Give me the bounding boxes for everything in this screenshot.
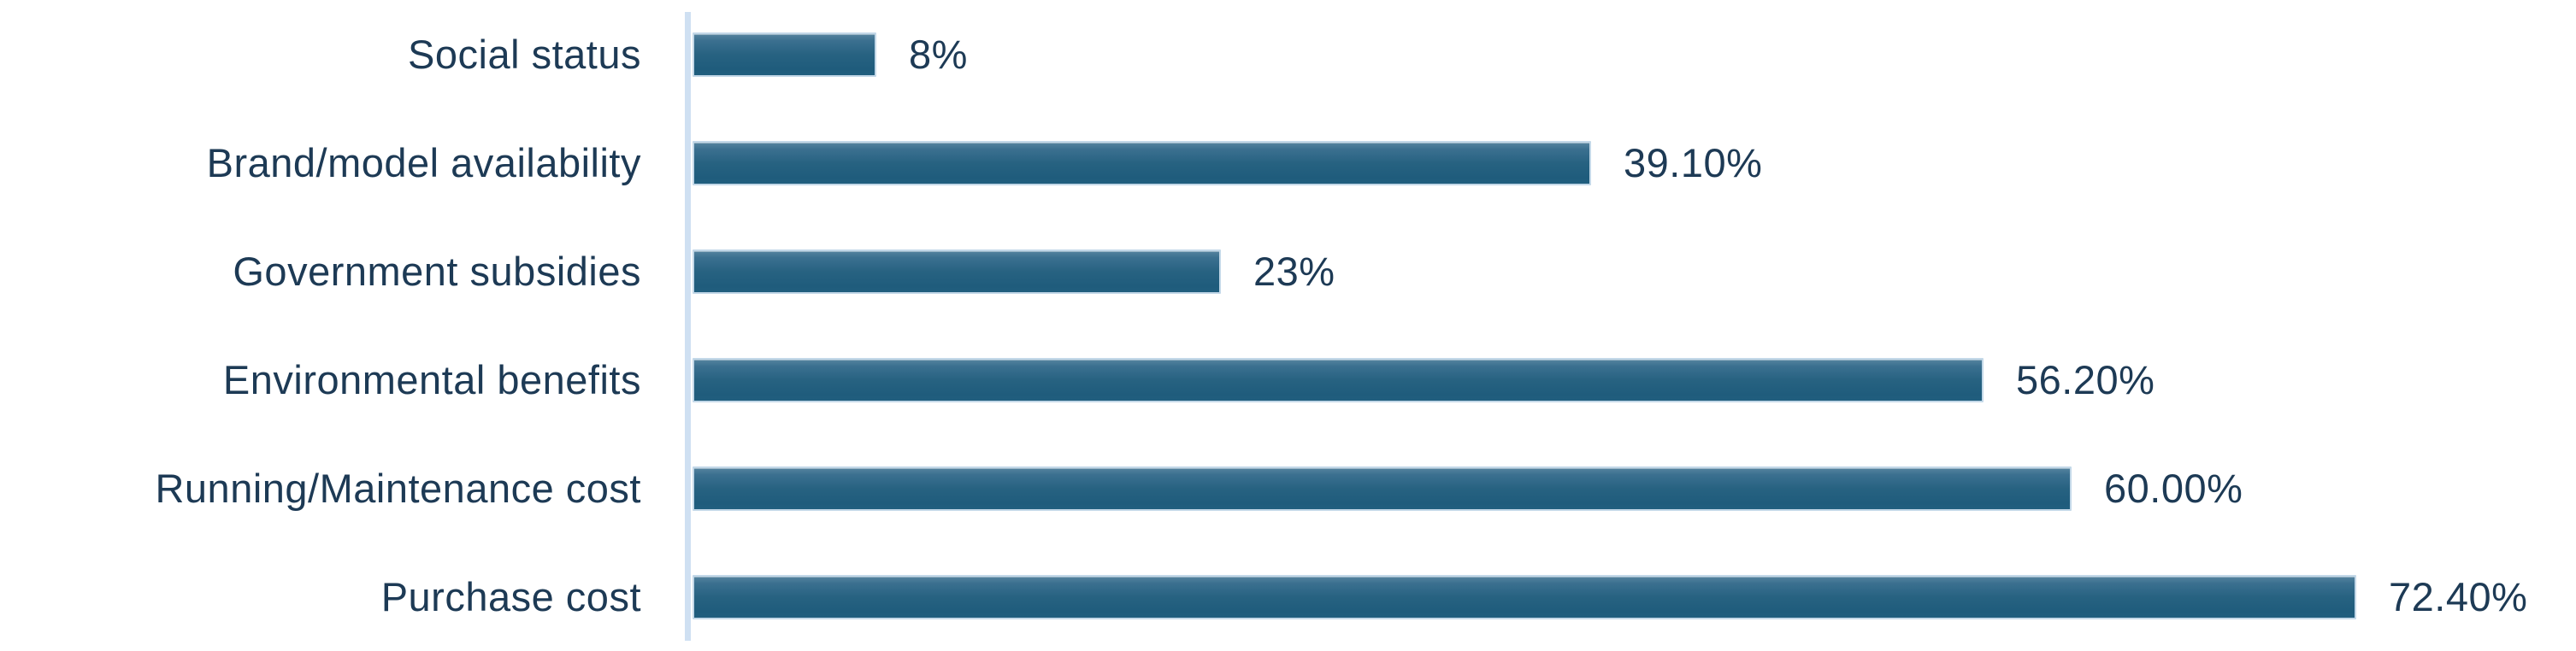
bar-environmental-benefits xyxy=(693,357,1984,402)
y-axis-line xyxy=(685,12,691,641)
plot-area: 56.20% xyxy=(663,326,2576,434)
category-label: Social status xyxy=(408,32,641,77)
chart-row: Social status 8% xyxy=(0,0,2576,108)
chart-row: Purchase cost 72.40% xyxy=(0,542,2576,651)
bar-brand-model-availability xyxy=(693,140,1591,185)
value-label: 60.00% xyxy=(2104,466,2243,511)
bar-running-maintenance-cost xyxy=(693,466,2072,511)
category-label: Government subsidies xyxy=(233,249,641,294)
category-label: Environmental benefits xyxy=(222,357,641,402)
bar-social-status xyxy=(693,32,876,77)
value-label: 8% xyxy=(909,32,968,77)
value-label: 56.20% xyxy=(2016,357,2155,402)
chart-row: Environmental benefits 56.20% xyxy=(0,326,2576,434)
plot-area: 72.40% xyxy=(663,542,2576,651)
plot-area: 8% xyxy=(663,0,2576,108)
value-label: 72.40% xyxy=(2389,574,2528,619)
chart-row: Government subsidies 23% xyxy=(0,217,2576,326)
chart-row: Running/Maintenance cost 60.00% xyxy=(0,434,2576,542)
bar-purchase-cost xyxy=(693,574,2356,619)
chart-row: Brand/model availability 39.10% xyxy=(0,108,2576,217)
plot-area: 39.10% xyxy=(663,108,2576,217)
value-label: 23% xyxy=(1253,249,1335,294)
category-label: Brand/model availability xyxy=(206,140,641,185)
plot-area: 23% xyxy=(663,217,2576,326)
category-label: Purchase cost xyxy=(380,574,641,619)
plot-area: 60.00% xyxy=(663,434,2576,542)
category-label: Running/Maintenance cost xyxy=(155,466,641,511)
value-label: 39.10% xyxy=(1624,140,1763,185)
bar-government-subsidies xyxy=(693,249,1221,294)
